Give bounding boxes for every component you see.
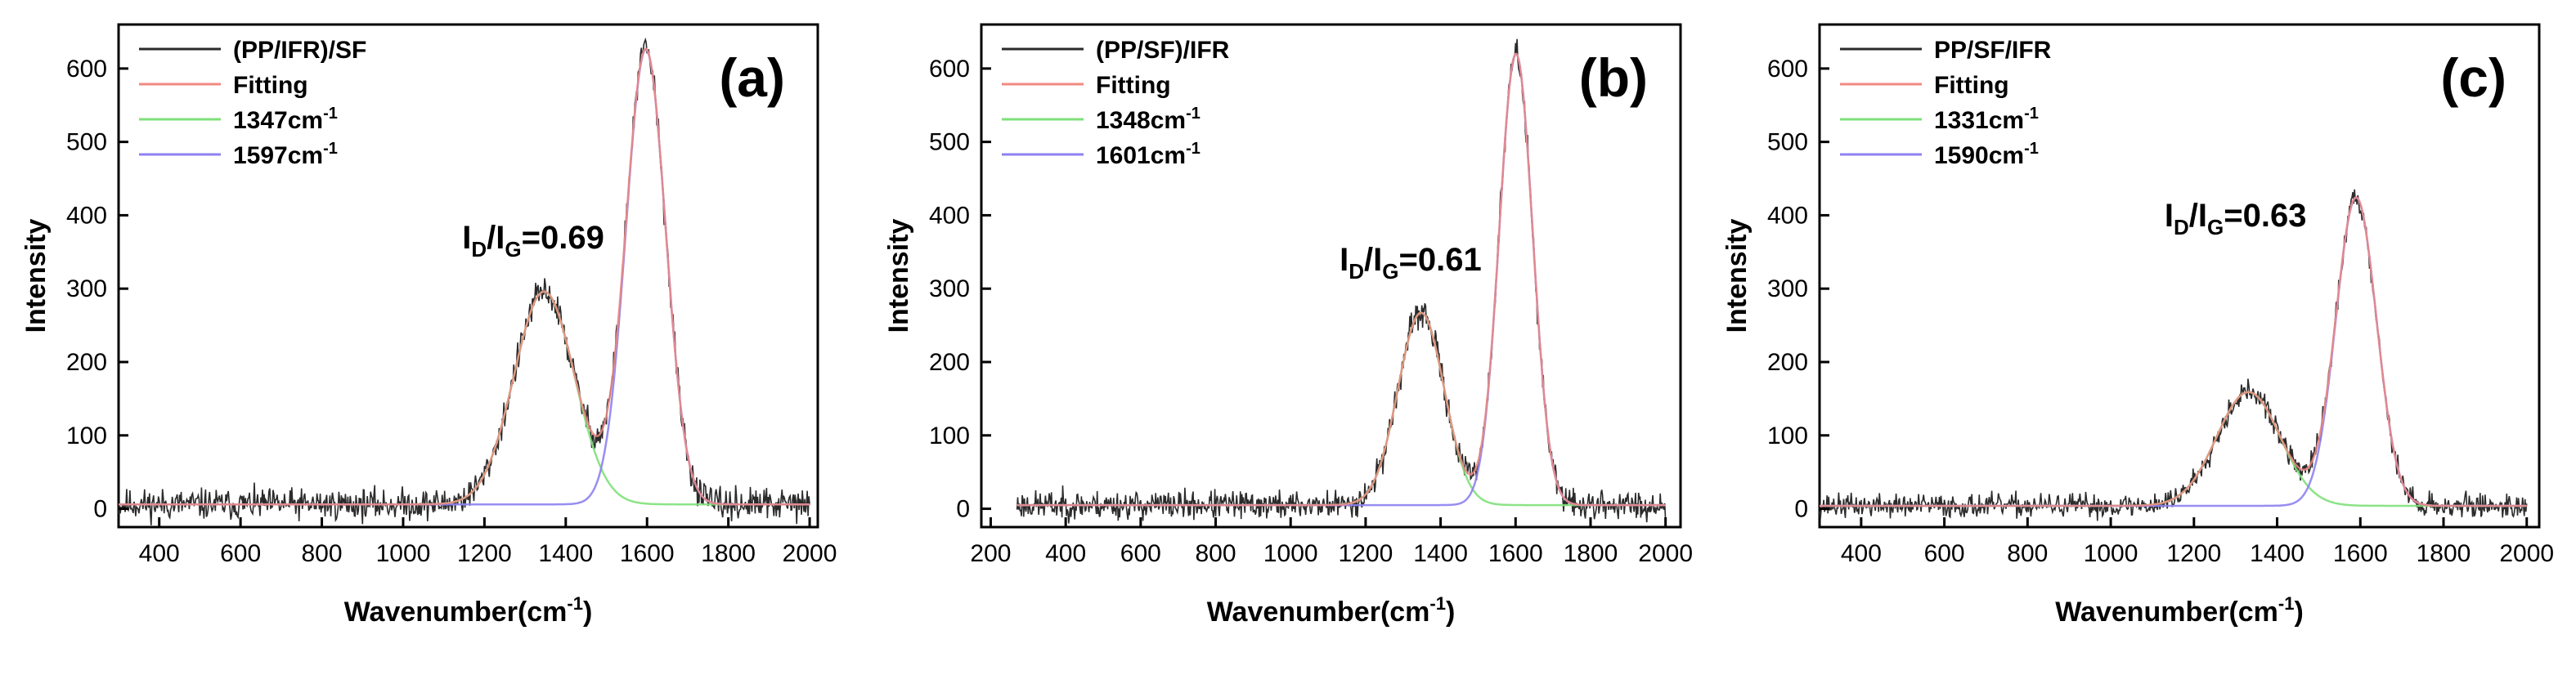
plot-frame [1818, 23, 2541, 529]
series-raw-spectrum [1819, 189, 2528, 521]
x-tick-label: 200 [970, 540, 1011, 567]
y-tick-label: 500 [66, 129, 107, 156]
legend: (PP/IFR)/SF Fitting 1347cm-1 1597cm-1 [139, 37, 366, 169]
chart-panel-2: 400 600 800 1000 1200 1400 1600 1800 2000 0 100 200… [1721, 23, 2554, 628]
y-tick-label: 300 [1767, 275, 1808, 302]
x-tick-label: 1400 [2250, 540, 2304, 567]
legend: (PP/SF)/IFR Fitting 1348cm-1 1601cm-1 [1002, 37, 1230, 169]
y-tick-label: 600 [1767, 56, 1808, 83]
legend-entry-label: PP/SF/IFR [1934, 37, 2052, 64]
x-tick-label: 600 [220, 540, 261, 567]
legend-entry-label: 1590cm-1 [1934, 140, 2039, 169]
x-tick-label: 600 [1120, 540, 1161, 567]
x-axis-label: Wavenumber(cm-1) [1207, 593, 1456, 628]
series-g-band-fit [119, 48, 810, 506]
x-tick-label: 2000 [1638, 540, 1693, 567]
series-d-band-fit [119, 290, 810, 506]
x-tick-label: 1400 [538, 540, 593, 567]
x-tick-label: 400 [1045, 540, 1086, 567]
y-tick-label: 300 [66, 275, 107, 302]
y-tick-label: 200 [66, 349, 107, 376]
plot-frame [980, 23, 1682, 529]
x-tick-label: 800 [302, 540, 343, 567]
series-cumulative-fit [1016, 52, 1666, 507]
y-tick-label: 400 [66, 202, 107, 229]
id-ig-ratio-annotation: ID/IG=0.61 [1340, 242, 1482, 284]
x-tick-label: 1400 [1413, 540, 1468, 567]
y-axis-label: Intensity [883, 219, 914, 333]
id-ig-ratio-annotation: ID/IG=0.69 [462, 220, 604, 262]
y-tick-label: 200 [1767, 349, 1808, 376]
x-tick-label: 1000 [376, 540, 431, 567]
y-tick-label: 0 [93, 496, 107, 523]
x-tick-label: 1800 [701, 540, 756, 567]
panel-label: (a) [719, 47, 785, 108]
x-tick-label: 600 [1924, 540, 1965, 567]
panel-label: (c) [2440, 47, 2506, 108]
legend: PP/SF/IFR Fitting 1331cm-1 1590cm-1 [1840, 37, 2052, 169]
x-tick-label: 1000 [1263, 540, 1318, 567]
chart-panel-1: 200 400 600 800 1000 1200 1400 1600 1800 2000 0 100… [883, 23, 1693, 628]
x-tick-label: 1800 [2417, 540, 2471, 567]
y-tick-label: 200 [929, 349, 970, 376]
legend-entry-label: (PP/IFR)/SF [233, 37, 366, 64]
y-tick-label: 300 [929, 275, 970, 302]
x-tick-label: 2000 [783, 540, 837, 567]
y-axis-label: Intensity [1721, 219, 1752, 333]
id-ig-ratio-annotation: ID/IG=0.63 [2165, 198, 2307, 239]
x-tick-label: 800 [2007, 540, 2048, 567]
y-tick-label: 100 [66, 422, 107, 449]
legend-entry-label: Fitting [1934, 72, 2009, 99]
x-tick-label: 1600 [620, 540, 675, 567]
legend-entry-label: 1597cm-1 [233, 140, 338, 169]
panel-label: (b) [1579, 47, 1648, 108]
series-d-band-fit [1820, 391, 2527, 507]
series-g-band-fit [1820, 196, 2527, 507]
legend-entry-label: 1347cm-1 [233, 105, 338, 134]
x-tick-label: 1600 [2333, 540, 2388, 567]
x-tick-label: 1200 [457, 540, 512, 567]
x-axis-label: Wavenumber(cm-1) [2055, 593, 2304, 628]
x-tick-label: 1200 [2166, 540, 2221, 567]
legend-entry-label: 1348cm-1 [1096, 105, 1200, 134]
y-tick-label: 600 [66, 56, 107, 83]
y-tick-label: 500 [929, 129, 970, 156]
x-tick-label: 1200 [1339, 540, 1393, 567]
x-tick-label: 2000 [2499, 540, 2554, 567]
legend-entry-label: 1601cm-1 [1096, 140, 1200, 169]
x-tick-label: 800 [1195, 540, 1236, 567]
legend-entry-label: 1331cm-1 [1934, 105, 2039, 134]
plot-frame [117, 23, 819, 529]
y-axis-label: Intensity [20, 219, 52, 333]
series-cumulative-fit [119, 47, 810, 506]
series-raw-spectrum [118, 37, 810, 525]
x-tick-label: 1800 [1564, 540, 1618, 567]
y-tick-label: 600 [929, 56, 970, 83]
legend-entry-label: Fitting [233, 72, 308, 99]
legend-entry-label: Fitting [1096, 72, 1171, 99]
x-tick-label: 400 [1841, 540, 1882, 567]
y-tick-label: 400 [929, 202, 970, 229]
y-tick-label: 500 [1767, 129, 1808, 156]
y-tick-label: 100 [1767, 422, 1808, 449]
y-tick-label: 0 [1794, 496, 1808, 523]
x-axis-label: Wavenumber(cm-1) [344, 593, 593, 628]
y-tick-label: 400 [1767, 202, 1808, 229]
legend-entry-label: (PP/SF)/IFR [1096, 37, 1230, 64]
x-tick-label: 1600 [1488, 540, 1543, 567]
y-tick-label: 0 [956, 496, 970, 523]
y-tick-label: 100 [929, 422, 970, 449]
x-tick-label: 400 [139, 540, 180, 567]
series-d-band-fit [1016, 311, 1666, 507]
series-cumulative-fit [1820, 196, 2527, 507]
x-tick-label: 1000 [2084, 540, 2138, 567]
chart-panel-0: 400 600 800 1000 1200 1400 1600 1800 2000 0 100 200… [20, 23, 837, 628]
